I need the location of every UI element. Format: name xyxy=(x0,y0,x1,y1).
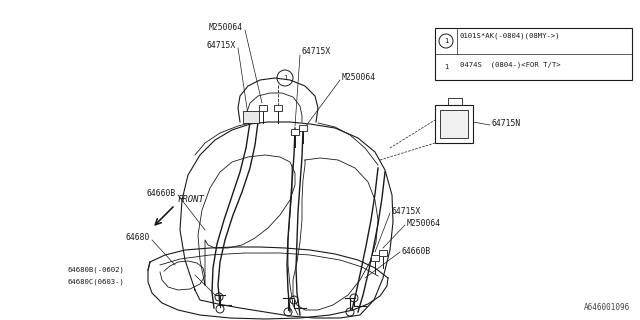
Bar xyxy=(435,105,473,143)
Bar xyxy=(274,105,282,111)
Text: 0474S  (0804-)<FOR T/T>: 0474S (0804-)<FOR T/T> xyxy=(460,62,561,68)
FancyBboxPatch shape xyxy=(243,111,259,123)
Text: 64660B: 64660B xyxy=(147,189,176,198)
Text: M250064: M250064 xyxy=(209,23,243,33)
Bar xyxy=(299,125,307,131)
Text: 64680: 64680 xyxy=(125,234,150,243)
Bar xyxy=(440,110,468,138)
Bar xyxy=(259,105,267,111)
Text: 64680C(0603-): 64680C(0603-) xyxy=(68,279,125,285)
Text: 1: 1 xyxy=(283,75,287,81)
Bar xyxy=(371,255,379,261)
Text: M250064: M250064 xyxy=(407,220,441,228)
Text: 1: 1 xyxy=(444,38,448,44)
Text: 64680B(-0602): 64680B(-0602) xyxy=(68,267,125,273)
Bar xyxy=(379,250,387,256)
Text: M250064: M250064 xyxy=(342,74,376,83)
Text: A646001096: A646001096 xyxy=(584,303,630,312)
Text: 64715N: 64715N xyxy=(492,119,521,129)
Text: 1: 1 xyxy=(444,64,448,70)
Text: 64660B: 64660B xyxy=(402,246,431,255)
Text: 64715X: 64715X xyxy=(207,42,236,51)
Bar xyxy=(435,28,632,80)
Text: 64715X: 64715X xyxy=(392,207,421,217)
Text: 64715X: 64715X xyxy=(302,47,332,57)
Text: FRONT: FRONT xyxy=(178,196,205,204)
Bar xyxy=(291,129,299,135)
Text: 0101S*AK(-0804)(08MY->): 0101S*AK(-0804)(08MY->) xyxy=(460,33,561,39)
